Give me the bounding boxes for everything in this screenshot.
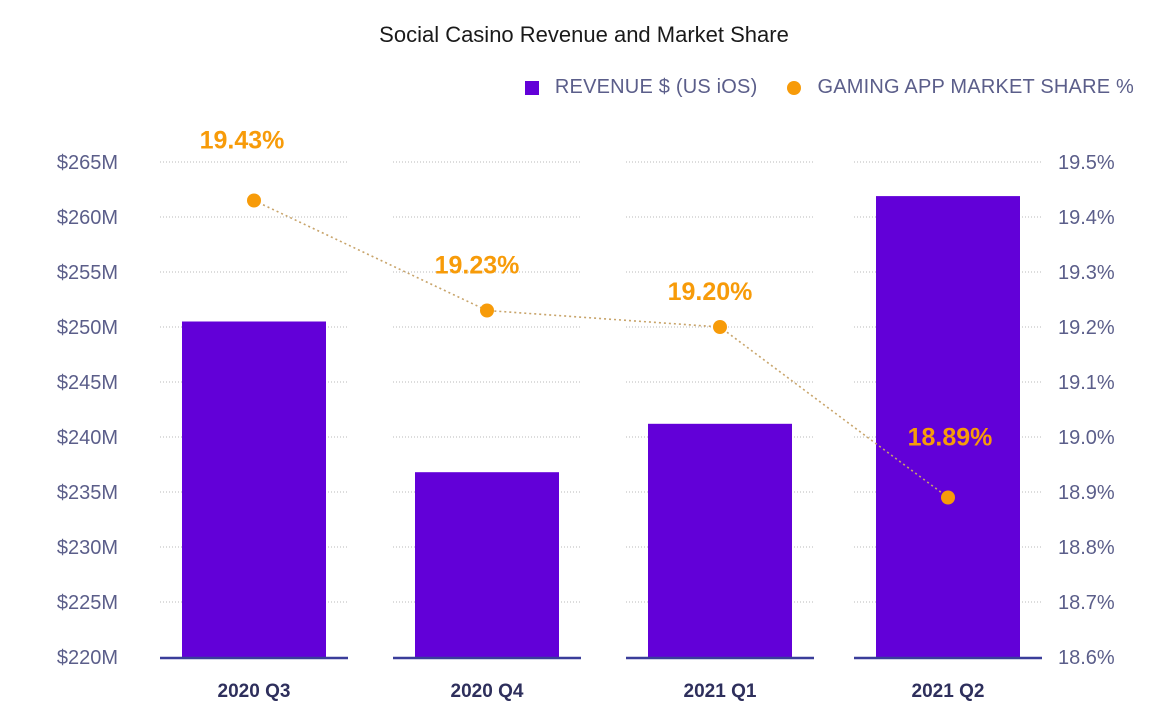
bar-2020-q3 [182,321,326,657]
market-share-point [480,303,494,318]
right-axis-tick-label: 18.9% [1058,482,1115,504]
left-axis-tick-label: $255M [57,262,118,284]
legend: REVENUE $ (US iOS) GAMING APP MARKET SHA… [495,76,1134,99]
left-axis-tick-label: $240M [57,427,118,449]
legend-revenue-label: REVENUE $ (US iOS) [554,76,758,98]
bar-2021-q1 [648,423,792,657]
bar-2020-q4 [415,472,559,657]
right-axis-tick-label: 19.2% [1058,317,1115,339]
right-axis-tick-label: 19.1% [1058,372,1115,394]
market-share-point [247,193,261,208]
left-axis-tick-label: $225M [57,592,118,614]
market-share-data-label: 18.89% [908,424,993,452]
left-axis-tick-label: $260M [57,207,118,229]
left-axis-tick-label: $220M [57,647,118,669]
market-share-data-label: 19.43% [200,127,285,155]
market-share-data-label: 19.23% [435,252,520,280]
left-axis-tick-label: $250M [57,317,118,339]
bar-2021-q2 [876,196,1020,657]
right-axis-tick-label: 19.4% [1058,207,1115,229]
category-label: 2020 Q3 [218,681,291,702]
category-label: 2021 Q1 [684,681,757,702]
legend-share-swatch-icon [787,80,802,95]
left-axis-tick-label: $245M [57,372,118,394]
right-axis-tick-label: 19.3% [1058,262,1115,284]
category-label: 2021 Q2 [912,681,985,702]
legend-share-label: GAMING APP MARKET SHARE % [817,76,1134,98]
category-label: 2020 Q4 [451,681,524,702]
market-share-point [941,490,955,505]
right-axis-tick-label: 19.0% [1058,427,1115,449]
legend-revenue-swatch-icon [524,80,539,95]
legend-item-revenue: REVENUE $ (US iOS) [524,76,758,99]
right-axis-tick-label: 18.6% [1058,647,1115,669]
left-axis-tick-label: $265M [57,152,118,174]
left-axis-tick-label: $230M [57,537,118,559]
market-share-point [713,320,727,334]
chart-title: Social Casino Revenue and Market Share [379,22,789,47]
right-axis-tick-label: 19.5% [1058,152,1115,174]
left-axis-tick-label: $235M [57,482,118,504]
right-axis-tick-label: 18.8% [1058,537,1115,559]
legend-item-market-share: GAMING APP MARKET SHARE % [787,76,1134,99]
market-share-data-label: 19.20% [668,278,753,306]
right-axis-tick-label: 18.7% [1058,592,1115,614]
market-share-line [253,199,949,499]
